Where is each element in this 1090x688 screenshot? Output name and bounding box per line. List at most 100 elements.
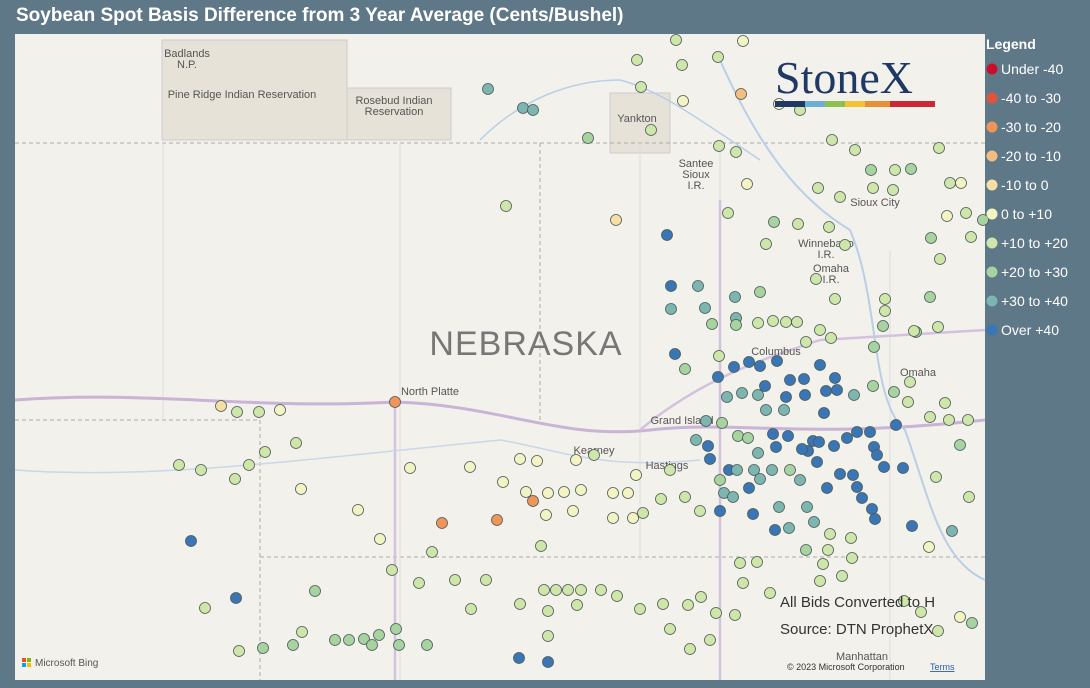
bid-point[interactable] [694, 505, 706, 517]
bid-point[interactable] [811, 456, 823, 468]
bid-point[interactable] [966, 617, 978, 629]
bid-point[interactable] [413, 577, 425, 589]
bid-point[interactable] [690, 434, 702, 446]
bid-point[interactable] [611, 590, 623, 602]
bid-point[interactable] [954, 611, 966, 623]
bid-point[interactable] [243, 459, 255, 471]
bid-point[interactable] [700, 415, 712, 427]
bid-point[interactable] [780, 391, 792, 403]
bid-point[interactable] [822, 544, 834, 556]
bid-point[interactable] [607, 512, 619, 524]
bid-point[interactable] [939, 397, 951, 409]
bid-point[interactable] [825, 332, 837, 344]
bid-point[interactable] [925, 232, 937, 244]
bid-point[interactable] [865, 164, 877, 176]
bid-point[interactable] [924, 411, 936, 423]
bid-point[interactable] [699, 302, 711, 314]
bid-point[interactable] [737, 35, 749, 47]
bid-point[interactable] [783, 522, 795, 534]
bid-point[interactable] [879, 293, 891, 305]
bid-point[interactable] [799, 389, 811, 401]
bid-point[interactable] [954, 439, 966, 451]
bid-point[interactable] [730, 146, 742, 158]
bid-point[interactable] [386, 564, 398, 576]
bid-point[interactable] [230, 592, 242, 604]
bid-point[interactable] [229, 473, 241, 485]
bid-point[interactable] [814, 359, 826, 371]
bid-point[interactable] [932, 321, 944, 333]
bid-point[interactable] [645, 124, 657, 136]
bid-point[interactable] [888, 386, 900, 398]
bid-point[interactable] [480, 574, 492, 586]
bid-point[interactable] [714, 474, 726, 486]
bid-point[interactable] [879, 305, 891, 317]
bid-point[interactable] [215, 400, 227, 412]
bid-point[interactable] [389, 396, 401, 408]
bid-point[interactable] [871, 449, 883, 461]
bid-point[interactable] [550, 584, 562, 596]
bid-point[interactable] [679, 491, 691, 503]
bid-point[interactable] [839, 239, 851, 251]
bid-point[interactable] [373, 629, 385, 641]
bid-point[interactable] [233, 645, 245, 657]
bid-point[interactable] [963, 491, 975, 503]
bid-point[interactable] [780, 316, 792, 328]
bid-point[interactable] [582, 132, 594, 144]
bid-point[interactable] [253, 406, 265, 418]
bid-point[interactable] [851, 481, 863, 493]
bid-point[interactable] [195, 464, 207, 476]
bid-point[interactable] [704, 634, 716, 646]
bid-point[interactable] [768, 216, 780, 228]
bid-point[interactable] [732, 430, 744, 442]
bid-point[interactable] [677, 95, 689, 107]
bid-point[interactable] [491, 514, 503, 526]
bid-point[interactable] [664, 623, 676, 635]
bid-point[interactable] [767, 315, 779, 327]
bid-point[interactable] [784, 374, 796, 386]
bid-point[interactable] [836, 570, 848, 582]
bid-point[interactable] [669, 348, 681, 360]
bid-point[interactable] [735, 88, 747, 100]
bid-point[interactable] [731, 464, 743, 476]
bid-point[interactable] [849, 144, 861, 156]
bid-point[interactable] [702, 440, 714, 452]
bid-point[interactable] [637, 507, 649, 519]
bid-point[interactable] [834, 191, 846, 203]
bid-point[interactable] [924, 291, 936, 303]
bid-point[interactable] [558, 486, 570, 498]
bid-point[interactable] [943, 414, 955, 426]
bid-point[interactable] [743, 482, 755, 494]
bid-point[interactable] [231, 406, 243, 418]
bid-point[interactable] [706, 318, 718, 330]
bid-point[interactable] [902, 396, 914, 408]
bid-point[interactable] [513, 652, 525, 664]
bid-point[interactable] [352, 504, 364, 516]
bid-point[interactable] [800, 336, 812, 348]
bid-point[interactable] [770, 441, 782, 453]
bid-point[interactable] [676, 59, 688, 71]
bid-point[interactable] [904, 376, 916, 388]
bid-point[interactable] [796, 443, 808, 455]
bid-point[interactable] [766, 464, 778, 476]
bid-point[interactable] [542, 630, 554, 642]
bid-point[interactable] [743, 356, 755, 368]
bid-point[interactable] [906, 520, 918, 532]
bid-point[interactable] [848, 389, 860, 401]
bid-point[interactable] [542, 656, 554, 668]
bid-point[interactable] [571, 599, 583, 611]
bid-point[interactable] [752, 447, 764, 459]
bid-point[interactable] [704, 453, 716, 465]
bid-point[interactable] [831, 384, 843, 396]
bid-point[interactable] [814, 324, 826, 336]
bid-point[interactable] [867, 182, 879, 194]
bid-point[interactable] [622, 487, 634, 499]
bid-point[interactable] [665, 280, 677, 292]
bid-point[interactable] [930, 471, 942, 483]
bid-point[interactable] [828, 440, 840, 452]
bid-point[interactable] [540, 509, 552, 521]
bid-point[interactable] [946, 525, 958, 537]
bid-point[interactable] [729, 291, 741, 303]
bid-point[interactable] [404, 462, 416, 474]
bid-point[interactable] [934, 253, 946, 265]
bid-point[interactable] [759, 380, 771, 392]
